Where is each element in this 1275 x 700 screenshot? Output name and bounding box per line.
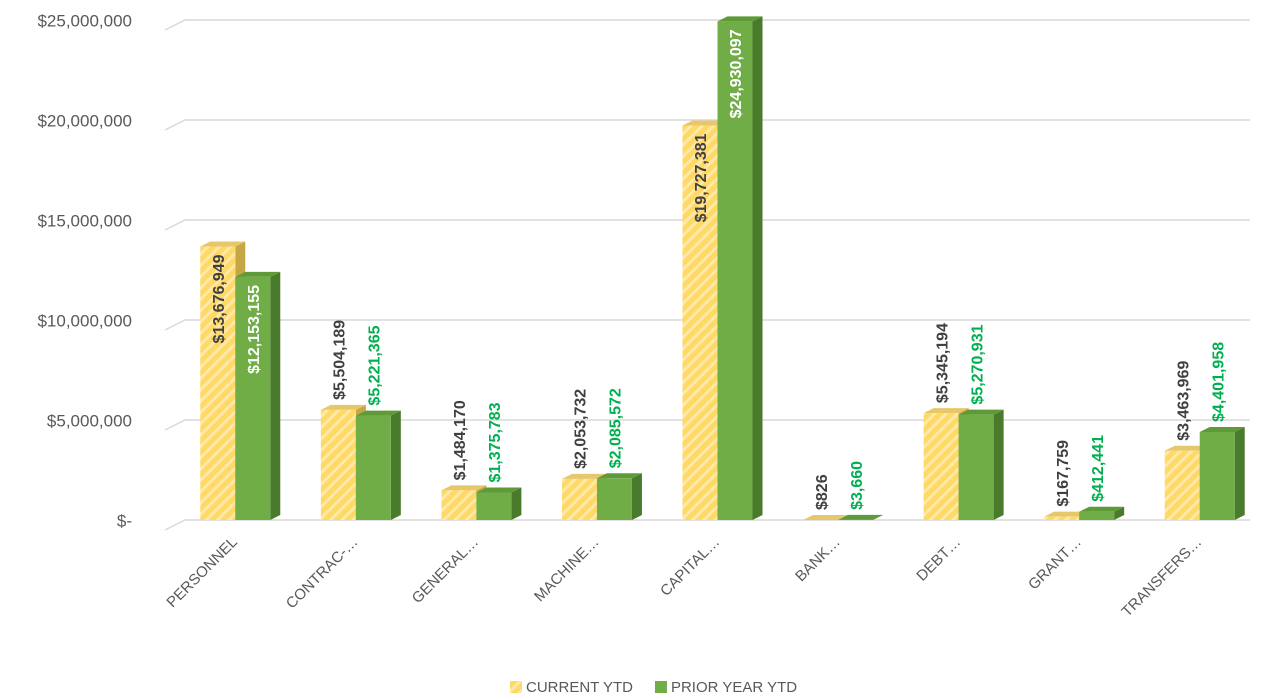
- bar: [1079, 506, 1125, 520]
- bar-side: [631, 473, 642, 520]
- bar-top: [320, 404, 366, 410]
- data-label: $1,484,170: [452, 400, 469, 480]
- bar: [355, 410, 401, 520]
- data-label: $4,401,958: [1210, 342, 1227, 422]
- bar-front: [355, 415, 391, 520]
- x-tick-label: DEBT…: [913, 534, 964, 585]
- bar-front: [200, 246, 236, 521]
- bar-side: [1114, 506, 1125, 520]
- x-tick-label: MACHINE…: [531, 534, 603, 606]
- bar-side: [390, 410, 401, 520]
- y-tick-label: $20,000,000: [37, 111, 132, 130]
- bar-side: [993, 409, 1004, 520]
- bar-top: [958, 409, 1004, 415]
- data-label: $826: [814, 474, 831, 510]
- bar-side: [752, 16, 763, 520]
- bar-front: [682, 125, 718, 520]
- data-label: $3,660: [849, 461, 866, 510]
- data-label: $12,153,155: [246, 285, 263, 374]
- data-label: $1,375,783: [487, 402, 504, 482]
- bar-side: [511, 487, 522, 520]
- bar-top: [838, 514, 884, 520]
- bar-front: [561, 478, 597, 520]
- bar: [838, 514, 884, 520]
- data-label: $167,759: [1055, 440, 1072, 507]
- legend-swatch: [654, 681, 667, 693]
- grid-line: [164, 119, 1250, 131]
- bar-top: [923, 408, 969, 414]
- bar-front: [1079, 511, 1115, 520]
- data-label: $412,441: [1090, 435, 1107, 502]
- data-label: $3,463,969: [1175, 361, 1192, 441]
- data-label: $5,504,189: [332, 320, 349, 400]
- data-label: $2,053,732: [573, 389, 590, 469]
- y-tick-label: $15,000,000: [37, 211, 132, 230]
- x-tick-label: PERSONNEL: [163, 534, 240, 611]
- y-tick-label: $10,000,000: [37, 311, 132, 330]
- bar-side: [873, 514, 884, 520]
- grid-line: [164, 519, 1250, 531]
- bar-front: [1164, 450, 1200, 520]
- grid-line: [164, 319, 1250, 331]
- bar: [1199, 426, 1245, 520]
- bar-front: [476, 492, 512, 520]
- bar: [717, 16, 763, 520]
- grid-line: [164, 19, 1250, 31]
- grid-line: [164, 419, 1250, 431]
- data-label: $5,221,365: [367, 325, 384, 405]
- legend-swatch: [510, 681, 522, 693]
- x-tick-label: TRANSFERS…: [1118, 534, 1205, 621]
- bar-front: [717, 21, 753, 520]
- bar-front: [923, 413, 959, 520]
- bar-front: [320, 409, 356, 520]
- bar: [596, 473, 642, 520]
- bar-front: [235, 276, 271, 520]
- data-label: $2,085,572: [608, 388, 625, 468]
- x-tick-label: BANK…: [792, 534, 844, 586]
- data-label: $5,270,931: [969, 324, 986, 404]
- x-tick-label: CONTRAC-…: [283, 534, 362, 613]
- bar-front: [441, 490, 477, 520]
- bar-top: [682, 120, 728, 126]
- bar-front: [1044, 516, 1080, 520]
- bar-top: [1079, 506, 1125, 512]
- bar: [235, 271, 281, 520]
- y-tick-label: $5,000,000: [47, 411, 132, 430]
- bar-top: [1044, 511, 1090, 517]
- bar-front: [1199, 431, 1235, 520]
- grid-line: [164, 219, 1250, 231]
- bar: [958, 409, 1004, 520]
- data-label: $13,676,949: [211, 254, 228, 343]
- bar-top: [355, 410, 401, 416]
- legend-label: CURRENT YTD: [526, 679, 633, 696]
- x-tick-label: CAPITAL…: [657, 534, 723, 600]
- legend-label: PRIOR YEAR YTD: [671, 679, 797, 696]
- bar-top: [803, 514, 849, 520]
- bar-top: [235, 271, 281, 277]
- bar-top: [1199, 426, 1245, 432]
- bar-front: [596, 478, 632, 520]
- bar-top: [441, 485, 487, 491]
- y-tick-label: $25,000,000: [37, 11, 132, 30]
- x-tick-label: GRANT…: [1025, 534, 1085, 594]
- bar-top: [476, 487, 522, 493]
- bar-top: [717, 16, 763, 22]
- bar: [476, 487, 522, 520]
- bar-top: [1164, 445, 1210, 451]
- bar-top: [561, 473, 607, 479]
- data-label: $5,345,194: [934, 323, 951, 403]
- bar-top: [200, 241, 246, 247]
- y-tick-label: $-: [117, 511, 132, 530]
- data-label: $24,930,097: [728, 29, 745, 118]
- bar-top: [596, 473, 642, 479]
- x-tick-label: GENERAL…: [409, 534, 482, 607]
- bar-front: [958, 414, 994, 520]
- bar-side: [1234, 426, 1245, 520]
- bar-side: [270, 271, 281, 520]
- data-label: $19,727,381: [693, 133, 710, 222]
